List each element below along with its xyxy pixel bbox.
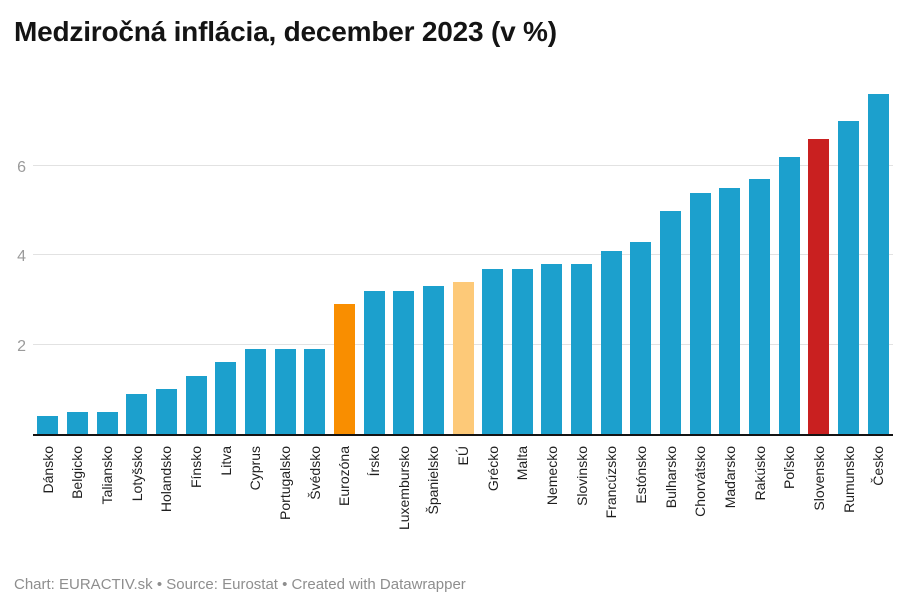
x-axis-label-taliansko: Taliansko — [92, 446, 122, 556]
x-axis-label-slovinsko: Slovinsko — [567, 446, 597, 556]
x-axis-label-grecko: Grécko — [478, 446, 508, 556]
x-axis-label-text: Poľsko — [781, 446, 798, 489]
x-axis-label-text: Česko — [870, 446, 887, 486]
x-axis-label-irsko: Írsko — [359, 446, 389, 556]
x-axis-label-text: Malta — [514, 446, 531, 481]
bar-svedsko[interactable] — [304, 349, 326, 434]
x-axis-label-rumunsko: Rumunsko — [834, 446, 864, 556]
x-axis-label-lotyssko: Lotyšsko — [122, 446, 152, 556]
bar-slovensko[interactable] — [808, 138, 830, 434]
gridline-6 — [33, 164, 893, 166]
bar-lotyssko[interactable] — [126, 393, 148, 434]
bar-madarsko[interactable] — [719, 188, 741, 434]
x-axis-label-text: Lotyšsko — [128, 446, 145, 502]
x-axis-label-text: Litva — [217, 446, 234, 476]
bar-finsko[interactable] — [185, 375, 207, 434]
x-axis-label-finsko: Fínsko — [181, 446, 211, 556]
x-axis-label-spanielsko: Španielsko — [419, 446, 449, 556]
x-axis-label-chorvatsko: Chorvátsko — [685, 446, 715, 556]
x-axis-label-eu: EÚ — [448, 446, 478, 556]
x-axis-label-text: Eurozóna — [336, 446, 353, 506]
x-axis-label-text: EÚ — [454, 446, 471, 466]
x-axis-label-text: Maďarsko — [721, 446, 738, 509]
y-axis-tick-2: 2 — [17, 337, 26, 355]
x-axis-label-text: Estónsko — [632, 446, 649, 504]
y-axis-tick-4: 4 — [17, 248, 26, 266]
bar-estonsko[interactable] — [630, 241, 652, 434]
x-axis-label-text: Holandsko — [158, 446, 175, 513]
bar-belgicko[interactable] — [66, 411, 88, 434]
bar-irsko[interactable] — [363, 290, 385, 434]
x-axis-label-portugalsko: Portugalsko — [270, 446, 300, 556]
x-axis-label-text: Rumunsko — [840, 446, 857, 513]
x-axis-label-text: Chorvátsko — [692, 446, 709, 517]
bar-taliansko[interactable] — [96, 411, 118, 434]
x-axis-label-bulharsko: Bulharsko — [656, 446, 686, 556]
x-axis-label-text: Luxembursko — [395, 446, 412, 531]
bar-slovinsko[interactable] — [571, 264, 593, 434]
bar-francuzsko[interactable] — [600, 250, 622, 434]
x-axis-label-text: Bulharsko — [662, 446, 679, 509]
x-axis-label-text: Írsko — [366, 446, 383, 477]
bar-dansko[interactable] — [37, 416, 59, 434]
gridline-4 — [33, 254, 893, 256]
x-axis-label-svedsko: Švédsko — [300, 446, 330, 556]
bar-eu[interactable] — [452, 282, 474, 434]
bar-eurozona[interactable] — [333, 304, 355, 434]
bar-polsko[interactable] — [778, 156, 800, 434]
x-axis-label-eurozona: Eurozóna — [330, 446, 360, 556]
bar-malta[interactable] — [511, 268, 533, 434]
x-axis-labels: Dánsko Belgicko Taliansko Lotyšsko Holandsko… — [33, 446, 893, 556]
x-axis-label-cyprus: Cyprus — [241, 446, 271, 556]
bar-cesko[interactable] — [867, 94, 889, 434]
x-axis-label-text: Taliansko — [99, 446, 116, 505]
y-axis-tick-6: 6 — [17, 158, 26, 176]
x-axis-label-text: Nemecko — [543, 446, 560, 506]
bar-chorvatsko[interactable] — [689, 192, 711, 434]
bar-bulharsko[interactable] — [660, 210, 682, 434]
bar-luxembursko[interactable] — [393, 290, 415, 434]
x-axis-label-rakusko: Rakúsko — [745, 446, 775, 556]
x-axis-label-luxembursko: Luxembursko — [389, 446, 419, 556]
bar-litva[interactable] — [215, 362, 237, 434]
bar-rakusko[interactable] — [749, 179, 771, 434]
x-axis-label-cesko: Česko — [863, 446, 893, 556]
x-axis-label-litva: Litva — [211, 446, 241, 556]
x-axis-label-slovensko: Slovensko — [804, 446, 834, 556]
x-axis-label-polsko: Poľsko — [774, 446, 804, 556]
x-axis-label-text: Dánsko — [39, 446, 56, 494]
x-axis-label-nemecko: Nemecko — [537, 446, 567, 556]
bar-holandsko[interactable] — [155, 389, 177, 434]
x-axis-label-text: Slovensko — [810, 446, 827, 511]
x-axis-label-madarsko: Maďarsko — [715, 446, 745, 556]
x-axis-label-text: Cyprus — [247, 446, 264, 491]
x-axis-label-text: Rakúsko — [751, 446, 768, 501]
plot-area — [33, 90, 893, 436]
x-axis-label-belgicko: Belgicko — [63, 446, 93, 556]
x-axis-label-dansko: Dánsko — [33, 446, 63, 556]
x-axis-label-text: Španielsko — [425, 446, 442, 515]
x-axis-label-text: Švédsko — [306, 446, 323, 500]
bar-portugalsko[interactable] — [274, 349, 296, 434]
x-axis-label-text: Portugalsko — [277, 446, 294, 520]
x-axis-label-text: Grécko — [484, 446, 501, 492]
bar-spanielsko[interactable] — [422, 286, 444, 434]
x-axis-label-text: Fínsko — [188, 446, 205, 489]
bar-rumunsko[interactable] — [838, 121, 860, 434]
x-axis-label-text: Slovinsko — [573, 446, 590, 506]
bar-grecko[interactable] — [482, 268, 504, 434]
x-axis-label-estonsko: Estónsko — [626, 446, 656, 556]
bar-nemecko[interactable] — [541, 264, 563, 434]
chart-title: Medziročná inflácia, december 2023 (v %) — [14, 16, 557, 47]
x-axis-label-holandsko: Holandsko — [152, 446, 182, 556]
footer-credit: Chart: EURACTIV.sk • Source: Eurostat • … — [14, 576, 466, 593]
x-axis-label-francuzsko: Francúzsko — [596, 446, 626, 556]
x-axis-label-text: Francúzsko — [603, 446, 620, 519]
x-axis-label-malta: Malta — [507, 446, 537, 556]
x-axis-label-text: Belgicko — [69, 446, 86, 499]
bar-cyprus[interactable] — [244, 349, 266, 434]
